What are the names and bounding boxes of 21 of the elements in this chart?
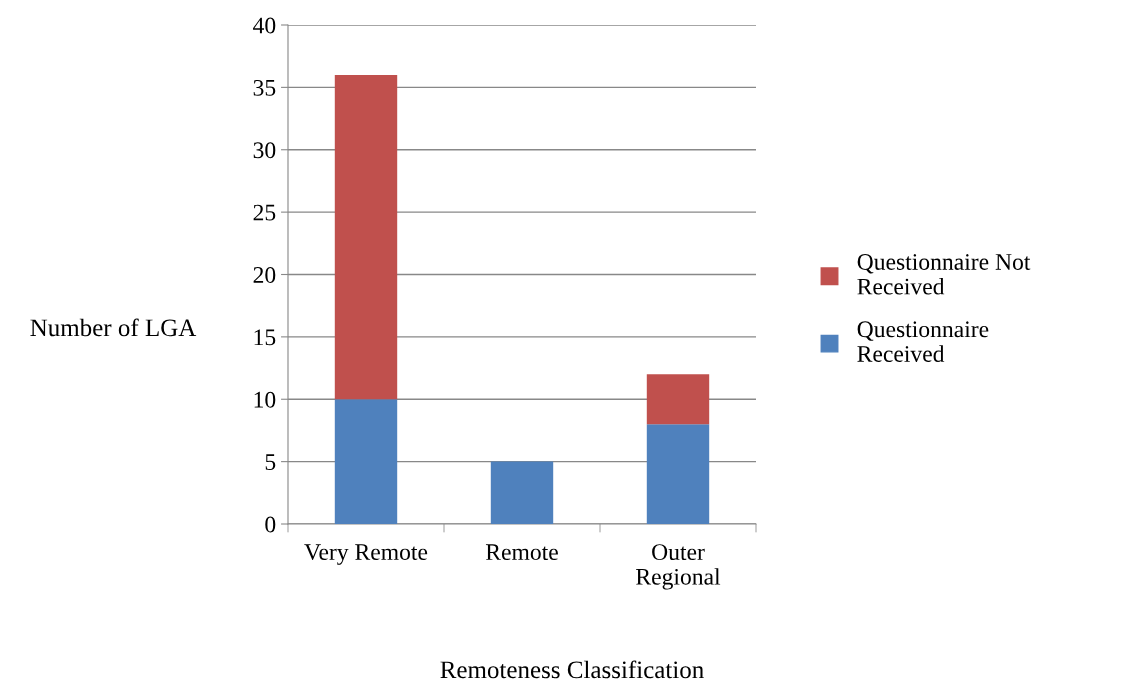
y-axis-title: Number of LGA <box>30 318 197 337</box>
bar <box>646 424 710 524</box>
y-tick-label: 0 <box>265 516 276 533</box>
bar <box>334 74 398 400</box>
y-tick-label: 25 <box>253 204 276 221</box>
bar <box>646 374 710 425</box>
y-tick-label: 30 <box>253 142 276 159</box>
bar <box>334 399 398 524</box>
y-tick-label: 40 <box>253 17 276 34</box>
y-tick-label: 10 <box>254 391 276 408</box>
y-tick-label: 35 <box>253 79 276 96</box>
x-tick-label: Remote <box>485 544 558 561</box>
bar <box>490 461 554 524</box>
y-tick-label: 20 <box>253 266 276 283</box>
legend-label: Questionnaire Not Received <box>857 254 1031 295</box>
x-tick-label: Very Remote <box>304 544 428 565</box>
y-tick-label: 5 <box>265 454 276 471</box>
y-tick-label: 15 <box>254 329 276 346</box>
x-axis-title: Remoteness Classification <box>440 660 704 679</box>
x-tick-label: Outer Regional <box>636 544 721 590</box>
legend-label: Questionnaire Received <box>857 321 989 362</box>
